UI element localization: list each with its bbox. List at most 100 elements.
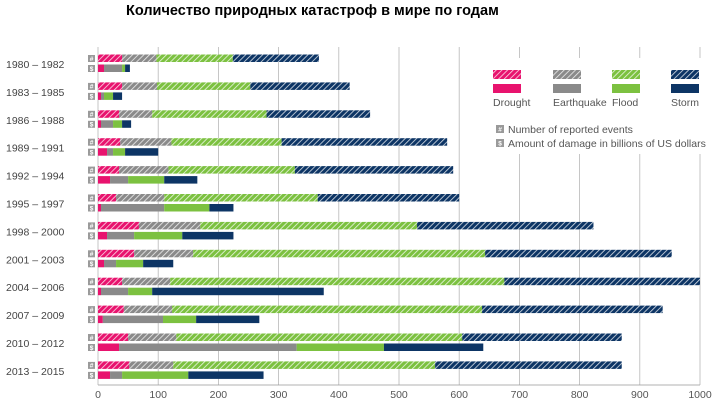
bar-damage-earthquake	[101, 92, 105, 100]
bar-events-flood	[172, 305, 483, 314]
events-badge-label: #	[90, 363, 94, 370]
bar-damage-earthquake	[102, 315, 164, 324]
bar-events-earthquake	[138, 221, 201, 230]
damage-measure-label: Amount of damage in billions of US dolla…	[508, 138, 706, 150]
damage-badge-label: $	[90, 261, 94, 268]
bar-damage-earthquake	[104, 64, 123, 72]
damage-badge-label: $	[90, 205, 94, 212]
events-badge-label: #	[90, 112, 94, 119]
events-badge-label: #	[90, 195, 94, 202]
bar-events-earthquake	[122, 54, 157, 62]
bar-damage-drought	[98, 343, 120, 351]
bar-events-drought	[98, 110, 120, 118]
events-badge-label: #	[90, 279, 94, 286]
events-badge-label: #	[90, 56, 94, 63]
category-label: 1980 – 1982	[6, 59, 65, 71]
bar-damage-flood	[163, 315, 197, 324]
bar-damage-drought	[98, 148, 108, 156]
damage-badge-label: $	[90, 317, 94, 324]
events-badge-icon	[88, 361, 95, 369]
bar-events-drought	[98, 333, 129, 341]
chart-title: Количество природных катастроф в мире по…	[126, 3, 499, 19]
category-label: 1983 – 1985	[6, 87, 65, 99]
damage-badge-label: $	[90, 150, 94, 157]
x-tick-label: 700	[511, 389, 529, 401]
x-tick-label: 500	[390, 389, 408, 401]
events-badge-label: #	[90, 223, 94, 230]
bar-damage-drought	[98, 64, 105, 72]
bar-damage-drought	[98, 371, 111, 379]
bar-damage-drought	[98, 287, 102, 296]
legend-swatch-damage-storm	[671, 84, 699, 93]
events-measure-symbol: #	[498, 127, 502, 134]
bar-events-storm	[232, 54, 319, 62]
bar-damage-earthquake	[110, 371, 123, 379]
x-tick-label: 800	[571, 389, 589, 401]
bar-events-storm	[504, 277, 700, 286]
bar-damage-storm	[383, 343, 484, 351]
events-badge-label: #	[90, 84, 94, 91]
bar-damage-flood	[116, 259, 144, 268]
bar-damage-storm	[125, 64, 130, 72]
category-label: 2004 – 2006	[6, 282, 65, 294]
bar-events-drought	[98, 305, 124, 314]
bar-damage-earthquake	[104, 259, 117, 268]
damage-badge-icon	[88, 344, 95, 351]
legend-swatch-events-flood	[612, 70, 640, 79]
category-label: 2013 – 2015	[6, 366, 65, 378]
bar-damage-earthquake	[119, 343, 297, 351]
bar-events-earthquake	[122, 277, 171, 286]
bar-damage-storm	[125, 148, 159, 156]
bar-damage-storm	[182, 231, 234, 240]
bar-events-flood	[168, 166, 295, 174]
bar-damage-drought	[98, 204, 102, 212]
damage-badge-icon	[88, 120, 95, 128]
bar-damage-earthquake	[110, 176, 129, 184]
damage-badge-icon	[88, 371, 95, 379]
bar-events-flood	[170, 277, 505, 286]
bar-events-storm	[435, 361, 622, 369]
bar-damage-drought	[98, 176, 111, 184]
bar-damage-storm	[152, 287, 324, 296]
bar-events-flood	[173, 361, 436, 369]
legend-label-drought: Drought	[493, 97, 530, 109]
bar-damage-flood	[113, 120, 123, 128]
bar-damage-earthquake	[107, 231, 135, 240]
bar-events-flood	[200, 221, 418, 230]
bar-damage-storm	[209, 204, 234, 212]
category-labels: 1980 – 1982 1983 – 1985 1986 – 1988 1989 – …	[6, 59, 65, 378]
x-tick-label: 100	[149, 389, 167, 401]
bar-damage-drought	[98, 315, 103, 324]
bar-events-drought	[98, 138, 121, 146]
bars: # $ # $ # $ # $ # $ # $ # $ # $ # $ # $ # $ # $	[88, 54, 700, 380]
bar-damage-flood	[128, 176, 165, 184]
bar-damage-earthquake	[107, 148, 114, 156]
bar-damage-earthquake	[101, 120, 114, 128]
events-badge-label: #	[90, 140, 94, 147]
bar-events-earthquake	[122, 82, 157, 90]
bar-events-storm	[294, 166, 454, 174]
damage-badge-label: $	[90, 345, 94, 352]
category-label: 1998 – 2000	[6, 226, 65, 238]
category-label: 1992 – 1994	[6, 171, 65, 183]
damage-measure-icon	[496, 139, 504, 147]
damage-badge-label: $	[90, 289, 94, 296]
damage-measure-symbol: $	[498, 141, 502, 148]
events-badge-label: #	[90, 335, 94, 342]
damage-badge-icon	[88, 288, 95, 296]
bar-events-flood	[171, 138, 282, 146]
events-badge-icon	[88, 250, 95, 258]
bar-events-storm	[485, 249, 672, 258]
bar-damage-storm	[196, 315, 260, 324]
bar-damage-drought	[98, 92, 102, 100]
bar-events-storm	[266, 110, 371, 118]
damage-badge-label: $	[90, 177, 94, 184]
events-badge-label: #	[90, 307, 94, 314]
events-badge-icon	[88, 110, 95, 118]
bar-events-earthquake	[116, 194, 165, 202]
x-tick-label: 600	[450, 389, 468, 401]
damage-badge-label: $	[90, 373, 94, 380]
category-label: 2010 – 2012	[6, 338, 65, 350]
bar-events-flood	[156, 82, 251, 90]
